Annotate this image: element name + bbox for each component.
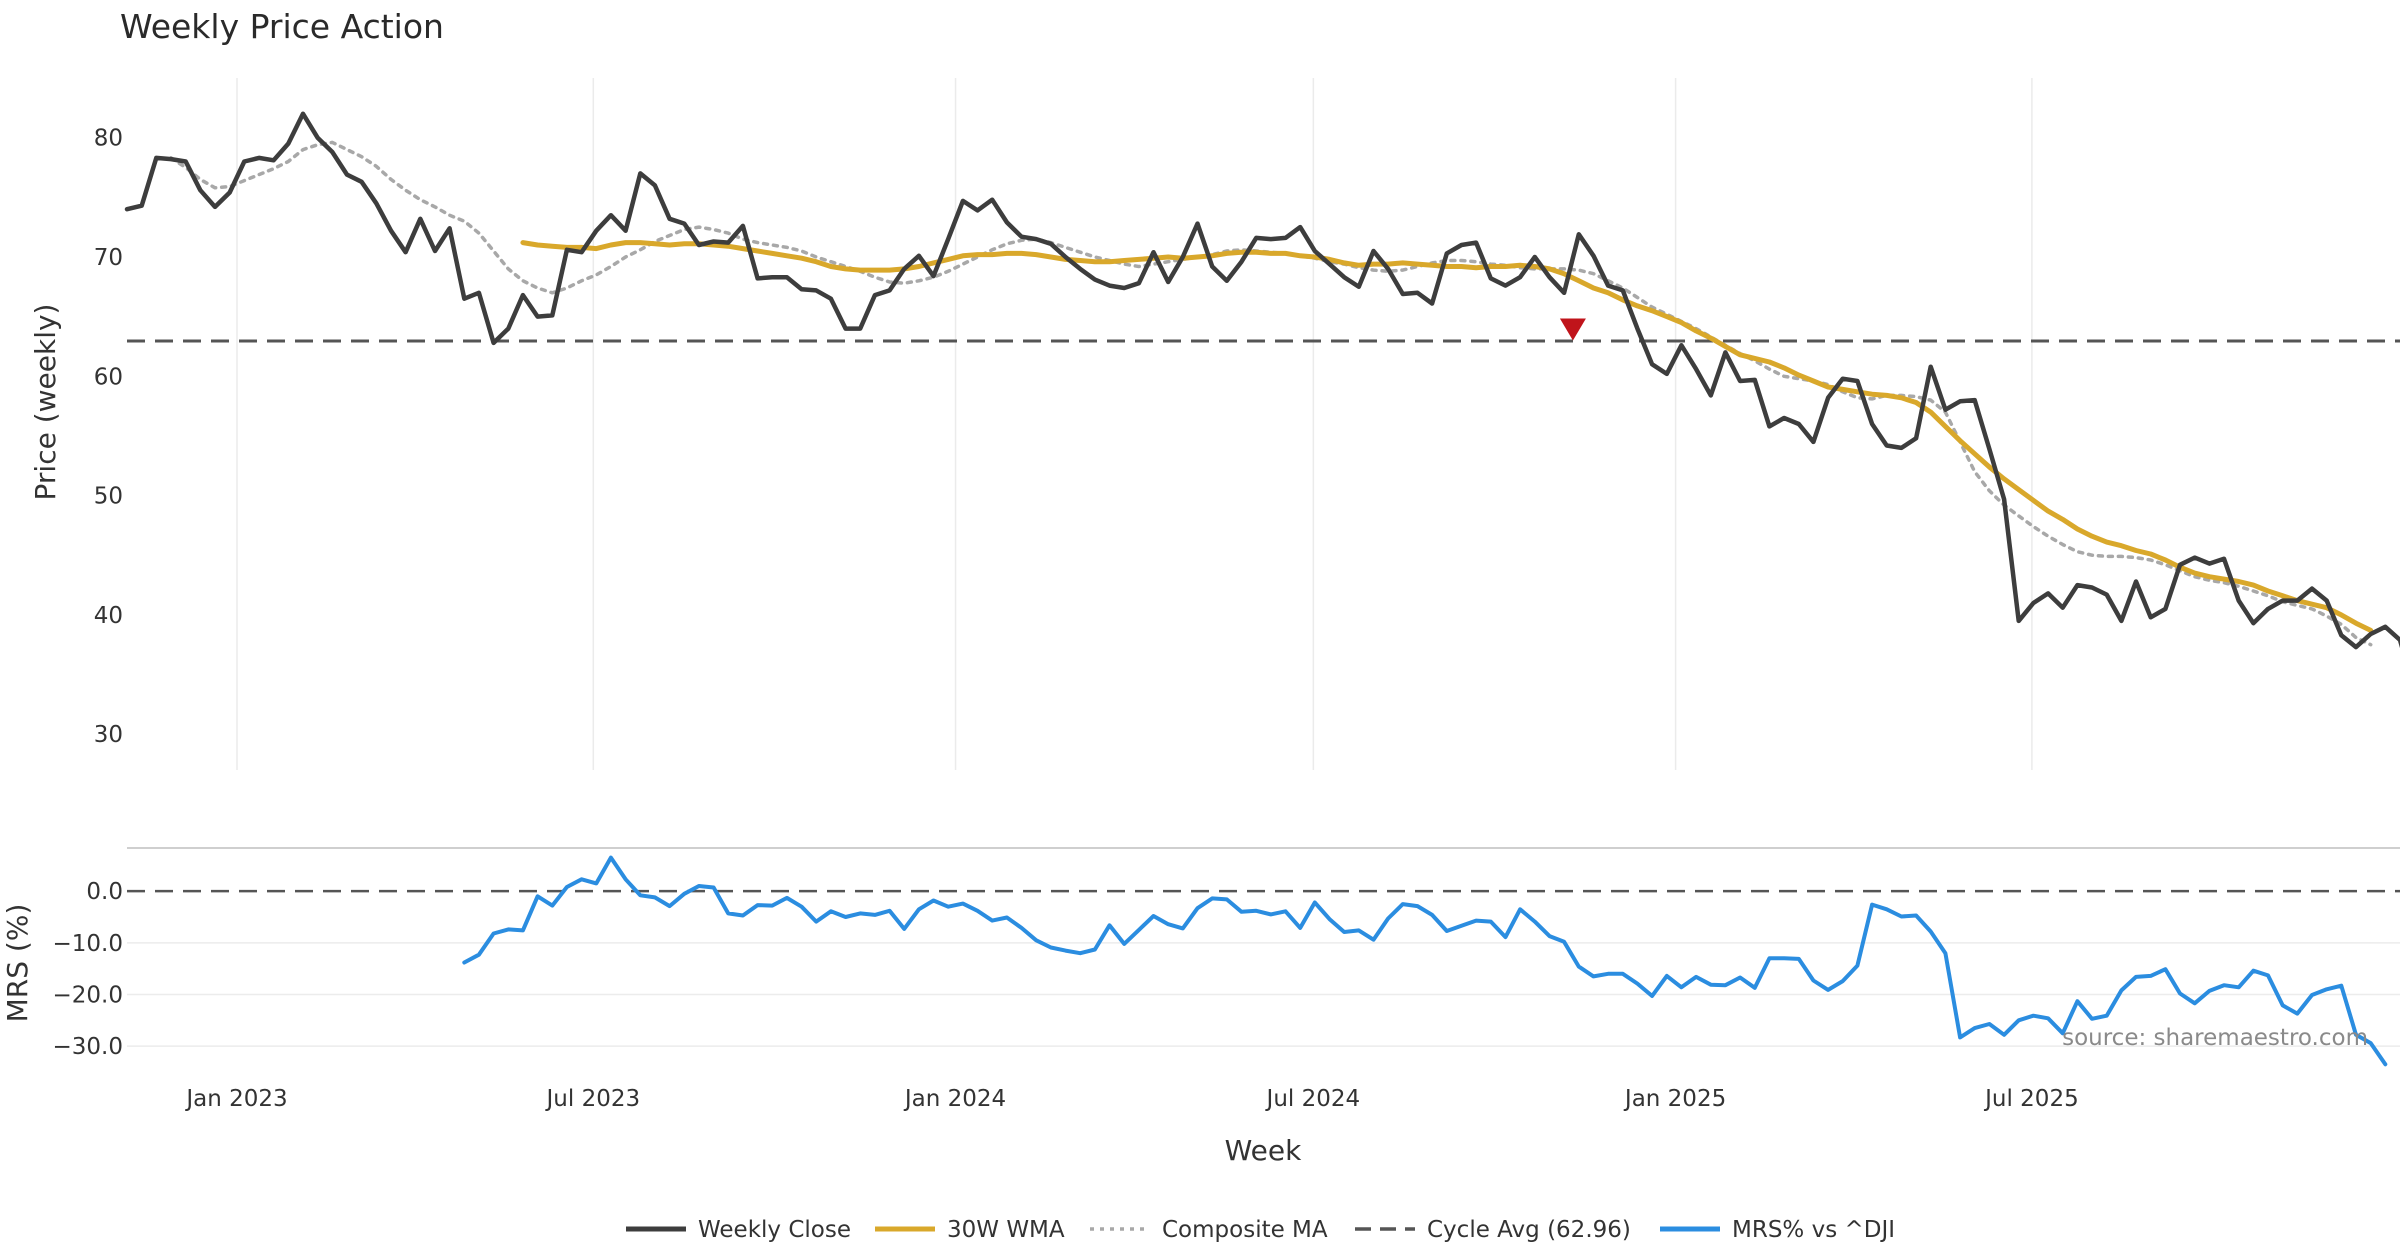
mrs-panel-gridlines — [127, 889, 2400, 1047]
price-y-tick-label: 30 — [94, 722, 123, 748]
legend-label: Weekly Close — [698, 1217, 851, 1243]
price-series-group — [124, 111, 2400, 650]
composite-ma-line — [169, 140, 2373, 647]
mrs-y-tick-label: 0.0 — [86, 879, 123, 905]
mrs-y-tick-label: −20.0 — [53, 983, 123, 1009]
x-tick-label: Jan 2023 — [184, 1086, 287, 1112]
legend-label: Composite MA — [1162, 1217, 1328, 1243]
mrs-y-axis-ticks: 0.0 −10.0 −20.0 −30.0 — [53, 879, 123, 1060]
wma-30w-line — [520, 240, 2374, 633]
price-y-tick-label: 70 — [94, 245, 123, 271]
x-tick-label: Jul 2023 — [545, 1086, 641, 1112]
price-y-tick-label: 60 — [94, 364, 123, 390]
price-y-axis-ticks: 30 40 50 60 70 80 — [94, 126, 123, 749]
weekly-close-line — [124, 111, 2400, 650]
price-y-tick-label: 40 — [94, 603, 123, 629]
legend-label: 30W WMA — [947, 1217, 1065, 1243]
mrs-y-axis-label: MRS (%) — [1, 904, 34, 1023]
price-y-tick-label: 80 — [94, 126, 123, 152]
signal-marker-triangle — [1559, 318, 1586, 341]
x-axis-ticks: Jan 2023 Jul 2023 Jan 2024 Jul 2024 Jan 2025… — [184, 1086, 2078, 1112]
mrs-y-tick-label: −30.0 — [53, 1034, 123, 1060]
legend-label: MRS% vs ^DJI — [1732, 1217, 1895, 1243]
x-axis-label: Week — [1225, 1134, 1302, 1167]
legend-label: Cycle Avg (62.96) — [1427, 1217, 1631, 1243]
mrs-y-tick-label: −10.0 — [53, 931, 123, 957]
mrs-series-group — [462, 855, 2388, 1067]
price-panel-gridlines — [236, 78, 2033, 770]
price-y-axis-label: Price (weekly) — [29, 304, 62, 501]
mrs-line — [462, 855, 2388, 1067]
x-tick-label: Jan 2025 — [1623, 1086, 1726, 1112]
source-attribution: source: sharemaestro.com — [2062, 1025, 2368, 1051]
price-y-tick-label: 50 — [94, 484, 123, 510]
x-tick-label: Jul 2025 — [1983, 1086, 2079, 1112]
x-tick-label: Jul 2024 — [1265, 1086, 1361, 1112]
chart-legend: Weekly Close 30W WMA Composite MA Cycle Avg… — [626, 1217, 1895, 1243]
chart-title: Weekly Price Action — [120, 7, 444, 46]
x-tick-label: Jan 2024 — [903, 1086, 1006, 1112]
